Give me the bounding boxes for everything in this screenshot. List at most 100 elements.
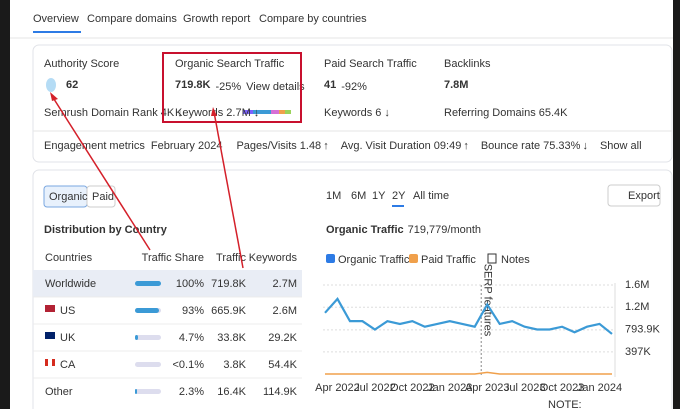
metric-sub-value: 65.4K [539, 107, 568, 119]
y-tick-label: 397K [625, 346, 651, 358]
trend: ↓ [254, 107, 260, 119]
annotation-label: SERP features [481, 264, 493, 337]
y-tick-label: 1.6M [625, 279, 649, 291]
engagement-label: Engagement metrics [44, 140, 145, 152]
metric-sub-value: 4K [161, 107, 175, 119]
column-header: Keywords [249, 252, 298, 264]
flag-ca-center [48, 359, 52, 366]
active-tab-underline [33, 31, 81, 33]
show-all-link[interactable]: Show all [600, 140, 642, 152]
toggle[interactable] [86, 185, 116, 208]
engagement-item-value: 09:49 [434, 140, 462, 152]
share-bar [135, 389, 137, 394]
share-bar [135, 281, 161, 286]
cell: 2.6M [273, 305, 297, 317]
share-bar [135, 308, 159, 313]
trend: ↓ [177, 107, 183, 119]
metric-label: Organic Search Traffic [175, 58, 285, 70]
cell: <0.1% [173, 359, 205, 371]
metric-label: Authority Score [44, 58, 119, 70]
trend: ↑ [323, 140, 329, 152]
cell: 100% [176, 278, 204, 290]
column-header: Traffic [216, 252, 246, 264]
x-tick-label: Jan 2023 [427, 382, 472, 394]
highlight-box [162, 52, 302, 123]
metrics-card [32, 44, 673, 163]
toggle-label[interactable]: Paid [92, 191, 114, 203]
metric-sub: Semrush Domain Rank [44, 107, 158, 119]
keyword-bar [271, 110, 279, 114]
x-tick-label: Jan 2024 [577, 382, 622, 394]
metric-sub: Keywords [324, 107, 373, 119]
cell: Worldwide [45, 278, 96, 290]
series-line [324, 297, 613, 335]
metric-sub: Keywords [175, 107, 224, 119]
arrow-head [50, 92, 58, 101]
cell: 54.4K [268, 359, 297, 371]
toggle-label[interactable]: Organic [49, 191, 88, 203]
checkbox-organic[interactable] [326, 254, 335, 263]
share-bars [135, 281, 161, 394]
metric-label: Paid Search Traffic [324, 58, 417, 70]
right-edge [673, 0, 680, 409]
tab[interactable]: Compare by countries [259, 13, 367, 25]
cell: 29.2K [268, 332, 297, 344]
share-bar-bg [135, 335, 161, 340]
share-bar [135, 335, 138, 340]
column-header: Traffic Share [142, 252, 204, 264]
x-tick-label: Oct 2023 [540, 382, 585, 394]
metric-value: 62 [66, 79, 78, 91]
legend-label: Organic Traffic [338, 254, 410, 266]
tab[interactable]: Growth report [183, 13, 250, 25]
range-option[interactable]: 1M [326, 190, 341, 202]
notes-label[interactable]: Notes [501, 254, 530, 266]
range-option[interactable]: 2Y [392, 190, 406, 202]
range-underline [392, 205, 404, 207]
range-option[interactable]: All time [413, 190, 449, 202]
flag-us [45, 305, 55, 312]
x-tick-label: Jul 2023 [504, 382, 546, 394]
keyword-bar [279, 110, 285, 114]
range-option[interactable]: 6M [351, 190, 366, 202]
annotation-arrow [51, 95, 151, 251]
x-tick-label: Apr 2023 [465, 382, 510, 394]
metric-change: -25% [215, 81, 241, 93]
y-tick-label: 793.9K [625, 324, 661, 336]
chart-title: Organic Traffic [326, 224, 404, 236]
metric-link[interactable]: View details [246, 81, 305, 93]
trend: ↓ [582, 140, 588, 152]
series-line [325, 371, 612, 375]
export-button[interactable] [607, 184, 661, 207]
metric-value: 7.8M [444, 79, 468, 91]
metric-sub-value: 6 [375, 107, 381, 119]
export-label[interactable]: Export [628, 190, 660, 202]
trend: ↑ [463, 140, 469, 152]
legend-label: Paid Traffic [421, 254, 476, 266]
cell: 93% [182, 305, 204, 317]
range-option[interactable]: 1Y [372, 190, 386, 202]
cell: 114.9K [263, 386, 298, 398]
arrow-head [211, 107, 217, 116]
metric-sub: Referring Domains [444, 107, 536, 119]
share-bar-bg [135, 389, 161, 394]
notes-icon[interactable] [487, 253, 497, 264]
cell: 4.7% [179, 332, 204, 344]
section-title: Distribution by Country [44, 224, 168, 236]
metric-label: Backlinks [444, 58, 491, 70]
tab[interactable]: Compare domains [87, 13, 177, 25]
cell: 719.8K [211, 278, 247, 290]
keyword-bar [285, 110, 291, 114]
keyword-bar [253, 110, 271, 114]
cell: 33.8K [217, 332, 246, 344]
checkbox-paid[interactable] [409, 254, 418, 263]
chart-subtitle: 719,779/month [408, 224, 481, 236]
engagement-item-label: Avg. Visit Duration [341, 140, 431, 152]
trend: ↓ [384, 107, 390, 119]
engagement-item-value: 1.48 [300, 140, 321, 152]
metric-sub-value: 2.7M [226, 107, 250, 119]
tab[interactable]: Overview [33, 13, 79, 25]
share-bar-bg [135, 362, 161, 367]
engagement-item-label: Bounce rate [481, 140, 540, 152]
metric-change: -92% [341, 81, 367, 93]
